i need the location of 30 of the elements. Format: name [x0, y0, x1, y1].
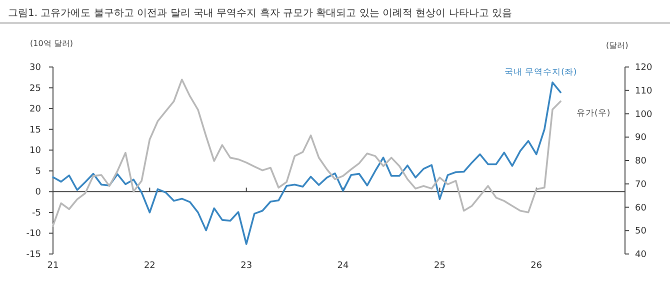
y-tick-label: -5 — [32, 208, 41, 218]
x-tick-label: 23 — [240, 261, 252, 271]
text: 유가(우) — [576, 108, 610, 118]
y2-tick-label: 120 — [635, 63, 652, 73]
y-tick-label: 0 — [35, 188, 42, 198]
y2-tick-label: 50 — [635, 226, 647, 237]
chart-title: 그림1. 고유가에도 불구하고 이전과 달리 국내 무역수지 흑자 규모가 확대되고 있는 이례적 현상이 나타나고 있음 — [8, 8, 512, 19]
y-tick-label: 25 — [30, 84, 41, 94]
y-tick-label: 20 — [30, 104, 42, 115]
y2-axis-title: (달러) — [606, 41, 628, 50]
x-tick-label: 22 — [144, 261, 156, 271]
y-axis-title: (10억 달러) — [30, 39, 73, 48]
y-tick-label: -10 — [26, 229, 42, 240]
y2-tick-label: 80 — [635, 156, 647, 166]
x-tick-label: 24 — [337, 261, 350, 271]
y-tick-label: 15 — [30, 125, 41, 136]
y-tick-label: -15 — [26, 250, 41, 260]
y2-tick-label: 40 — [635, 250, 647, 260]
y-tick-label: 30 — [30, 63, 42, 73]
y2-tick-label: 90 — [635, 133, 647, 144]
x-tick-label: 26 — [530, 261, 542, 271]
x-tick-label: 21 — [47, 261, 59, 271]
series-label: 국내 무역수지(좌) — [504, 67, 577, 78]
y2-tick-label: 60 — [635, 203, 647, 214]
y2-tick-label: 70 — [635, 180, 647, 190]
y-tick-label: 5 — [35, 166, 41, 177]
y2-tick-label: 100 — [635, 110, 652, 120]
x-tick-label: 25 — [434, 261, 446, 271]
y2-tick-label: 110 — [635, 86, 652, 96]
y-tick-label: 10 — [30, 146, 42, 156]
